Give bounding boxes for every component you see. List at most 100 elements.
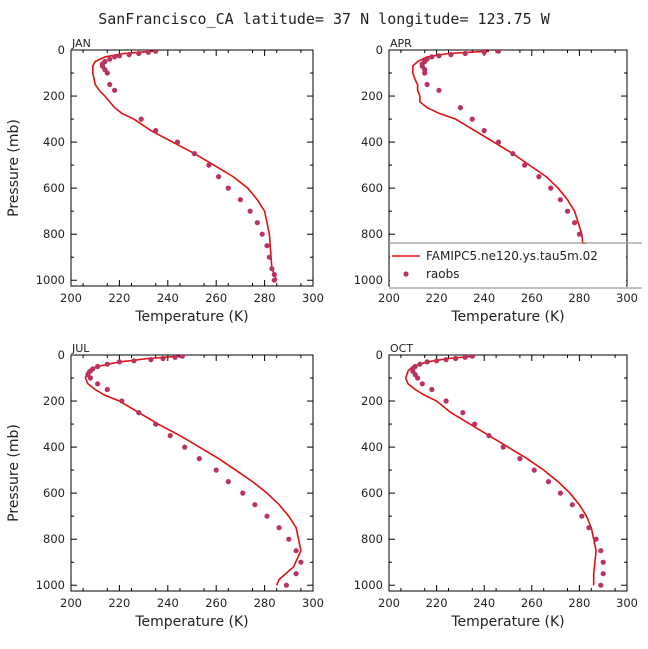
y-tick-label: 1000	[354, 273, 383, 287]
obs-point	[462, 355, 468, 360]
x-tick-label: 300	[302, 596, 324, 610]
obs-point	[264, 243, 270, 249]
x-tick-label: 200	[60, 596, 82, 610]
legend-label: FAMIPC5.ne120.ys.tau5m.02	[426, 249, 598, 263]
plot-frame	[70, 49, 314, 287]
obs-point	[112, 54, 118, 60]
plot-frame	[388, 354, 628, 592]
x-tick-label: 280	[568, 291, 590, 305]
obs-point	[486, 433, 492, 439]
obs-point	[119, 398, 125, 404]
series-group	[84, 355, 304, 588]
obs-point	[495, 50, 502, 54]
obs-point	[586, 525, 592, 531]
obs-point	[481, 128, 487, 134]
y-tick-label: 0	[376, 348, 383, 362]
y-axis-label: Pressure (mb)	[6, 424, 22, 522]
obs-point	[569, 502, 575, 508]
plot-frame	[70, 354, 314, 592]
x-tick-label: 280	[254, 596, 276, 610]
x-tick-label: 220	[108, 596, 130, 610]
obs-point	[216, 174, 222, 180]
obs-point	[138, 116, 144, 122]
obs-point	[598, 582, 604, 588]
obs-point	[298, 559, 304, 565]
obs-point	[536, 174, 542, 180]
obs-point	[116, 359, 122, 365]
obs-point	[576, 231, 583, 237]
y-tick-label: 600	[43, 181, 65, 195]
obs-point	[271, 271, 277, 278]
obs-point	[600, 559, 606, 565]
y-tick-label: 800	[43, 227, 65, 241]
x-tick-label: 260	[205, 596, 227, 610]
obs-point	[276, 525, 282, 531]
obs-point	[548, 185, 554, 191]
obs-point	[153, 50, 159, 54]
x-tick-label: 240	[473, 596, 495, 610]
series-group	[404, 355, 606, 588]
y-tick-label: 200	[43, 89, 65, 103]
obs-point	[126, 52, 132, 58]
obs-point	[443, 357, 449, 363]
y-tick-label: 1000	[36, 273, 65, 287]
obs-point	[469, 355, 475, 359]
y-tick-label: 600	[361, 486, 383, 500]
legend-marker-swatch	[403, 271, 409, 277]
obs-point	[557, 197, 564, 203]
series-group	[92, 50, 278, 283]
x-tick-label: 260	[205, 291, 227, 305]
y-tick-label: 400	[43, 440, 65, 454]
panel-jul: 200 220 240 260 280 300 0 200 400 600 800 1000 JUL Te…	[6, 342, 324, 630]
obs-point	[153, 421, 159, 427]
panel-label: APR	[390, 37, 412, 50]
legend-background	[390, 244, 626, 287]
obs-point	[436, 87, 442, 93]
x-axis-label: Temperature (K)	[134, 614, 248, 630]
obs-point	[510, 151, 516, 157]
y-tick-label: 200	[361, 89, 383, 103]
obs-point	[462, 50, 468, 57]
obs-point	[457, 105, 463, 111]
obs-point	[429, 386, 435, 393]
x-tick-label: 200	[378, 291, 400, 305]
obs-point	[422, 70, 428, 76]
obs-point	[247, 208, 253, 214]
obs-point	[196, 456, 202, 462]
obs-point	[148, 357, 154, 363]
panel-label: JAN	[71, 37, 91, 50]
obs-point	[107, 81, 113, 88]
obs-point	[419, 381, 425, 387]
y-tick-label: 400	[43, 135, 65, 149]
obs-point	[495, 139, 502, 145]
x-tick-label: 260	[521, 596, 543, 610]
obs-point	[252, 502, 258, 508]
legend: FAMIPC5.ne120.ys.tau5m.02 raobs	[389, 242, 642, 289]
obs-point	[136, 50, 142, 57]
obs-point	[598, 548, 604, 554]
obs-point	[174, 139, 181, 145]
obs-point	[531, 467, 537, 473]
x-tick-label: 260	[521, 291, 543, 305]
obs-point	[264, 513, 270, 519]
x-tick-label: 240	[157, 596, 179, 610]
obs-point	[415, 375, 421, 381]
obs-point	[271, 277, 277, 283]
y-tick-label: 1000	[36, 578, 65, 592]
obs-point	[579, 513, 585, 519]
obs-point	[286, 536, 292, 542]
obs-point	[572, 220, 578, 226]
obs-point	[112, 87, 118, 93]
y-tick-label: 200	[43, 394, 65, 408]
x-tick-label: 300	[616, 291, 638, 305]
obs-point	[283, 582, 289, 588]
obs-point	[136, 410, 142, 416]
obs-point	[191, 151, 197, 157]
obs-point	[87, 375, 93, 381]
y-tick-label: 800	[43, 532, 65, 546]
y-tick-label: 600	[361, 181, 383, 195]
obs-point	[600, 571, 606, 577]
figure-title: SanFrancisco_CA latitude= 37 N longitude…	[98, 10, 551, 28]
obs-point	[153, 128, 159, 134]
